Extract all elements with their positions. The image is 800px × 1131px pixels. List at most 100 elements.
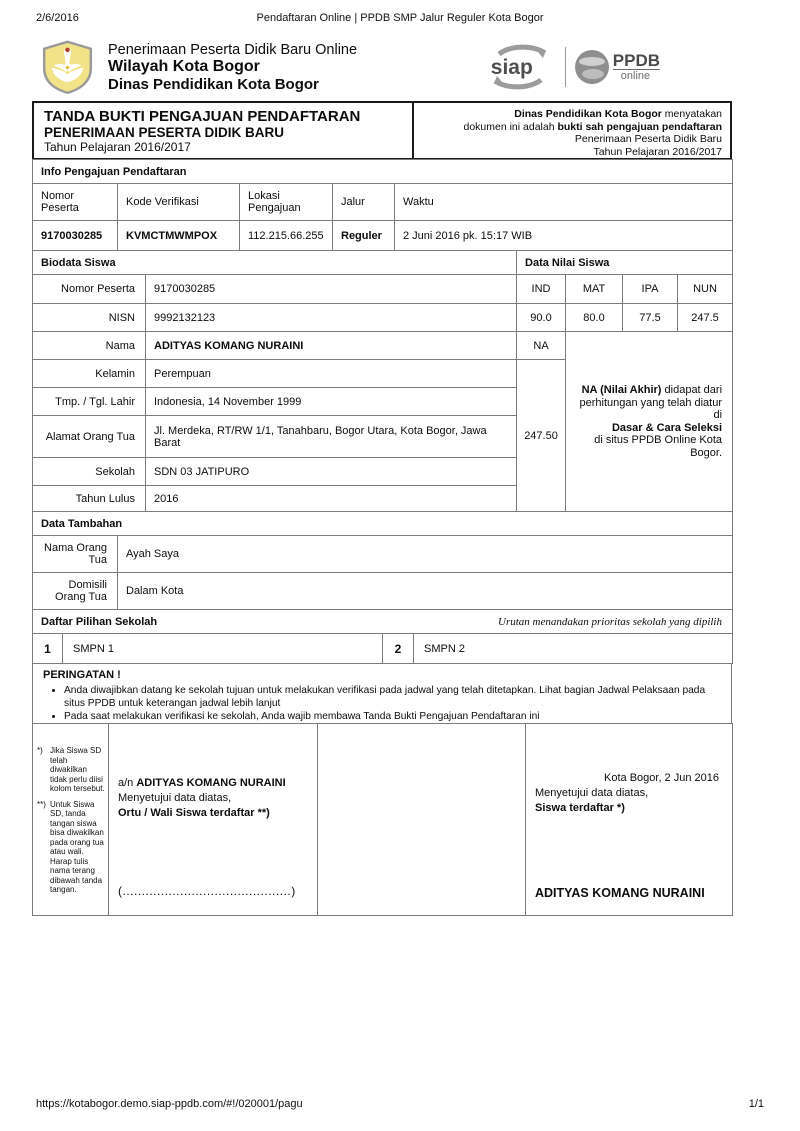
nilai-header-nun: NUN [677,274,734,304]
print-footer: https://kotabogor.demo.siap-ppdb.com/#!/… [36,1098,764,1110]
biodata-label: Tmp. / Tgl. Lahir [32,387,146,416]
signature-footnotes: *) Jika Siswa SD telah diwakilkan tidak … [32,723,109,916]
biodata-value: SDN 03 JATIPURO [144,457,518,486]
peringatan-title: PERINGATAN ! [43,669,121,681]
info-section-title: Info Pengajuan Pendaftaran [31,159,734,184]
info-header-lokasi: Lokasi Pengajuan [239,183,333,221]
nilai-header-ipa: IPA [622,274,679,304]
tut-wuri-handayani-logo-icon [42,40,93,95]
masthead-line3: Dinas Pendidikan Kota Bogor [108,75,319,93]
ppdb-word: PPDB [612,50,660,70]
table-row: Nama Orang Tua Ayah Saya [32,535,733,573]
table-row: NISN 9992132123 90.0 80.0 77.5 247.5 [32,303,734,332]
signature-empty-cell [317,723,526,916]
ortu-an-line: a/n ADITYAS KOMANG NURAINI [118,777,286,789]
pilihan-1-school: SMPN 1 [62,633,383,664]
pilihan-sekolah-table: Daftar Pilihan Sekolah Urutan menandakan… [32,609,733,664]
peringatan-item: Pada saat melakukan verifikasi ke sekola… [64,710,721,723]
table-row: Tmp. / Tgl. Lahir Indonesia, 14 November… [32,387,733,416]
footnote: **) Untuk Siswa SD, tanda tangan siswa b… [37,800,105,895]
doc-title-line3: Tahun Pelajaran 2016/2017 [44,140,191,154]
info-header-jalur: Jalur [332,183,395,221]
print-date: 2/6/2016 [36,12,79,24]
biodata-label: Kelamin [32,359,146,388]
biodata-value: 9170030285 [144,274,518,304]
table-row: Sekolah SDN 03 JATIPURO [32,457,733,486]
peringatan-item: Anda diwajibkan datang ke sekolah tujuan… [64,684,721,710]
footnote-text: Jika Siswa SD telah diwakilkan tidak per… [50,746,105,794]
biodata-label: Nama [32,331,146,360]
nilai-na-note: NA (Nilai Akhir) didapat dari perhitunga… [565,331,734,512]
statement-line4: Tahun Pelajaran 2016/2017 [593,145,722,158]
siswa-name: ADITYAS KOMANG NURAINI [535,886,705,900]
tambahan-section-title: Data Tambahan [32,511,733,536]
table-row: Nomor Peserta 9170030285 IND MAT IPA NUN [32,274,734,304]
nilai-value-ind: 90.0 [516,303,567,332]
info-pengajuan-table: Info Pengajuan Pendaftaran Nomor Peserta… [31,159,734,251]
nilai-na-label: NA [516,331,567,360]
tambahan-label: Domisili Orang Tua [32,572,118,610]
print-title: Pendaftaran Online | PPDB SMP Jalur Regu… [256,12,544,24]
masthead-titles: Penerimaan Peserta Didik Baru Online Wil… [108,42,489,93]
masthead: Penerimaan Peserta Didik Baru Online Wil… [40,39,732,95]
ortu-line3: Ortu / Wali Siswa terdaftar **) [118,807,270,819]
table-row: Kelamin Perempuan 247.50 [32,359,733,512]
siswa-line2: Menyetujui data diatas, [535,787,649,799]
logo-divider [564,47,566,87]
ppdb-online-word: online [612,68,660,82]
print-header: Pendaftaran Online | PPDB SMP Jalur Regu… [36,12,764,24]
biodata-label: NISN [32,303,146,332]
ortu-line2: Menyetujui data diatas, [118,792,232,804]
nilai-value-mat: 80.0 [565,303,624,332]
nilai-section-title: Data Nilai Siswa [516,250,734,275]
statement-line3: Penerimaan Peserta Didik Baru [574,133,722,145]
peringatan-box: PERINGATAN ! Anda diwajibkan datang ke s… [32,663,732,724]
table-row: Nama ADITYAS KOMANG NURAINI NA NA (Nilai… [32,331,734,512]
info-value-lokasi: 112.215.66.255 [239,220,333,251]
nilai-na-value: 247.50 [516,359,567,512]
ortu-sign-line: (.......................................… [118,884,296,898]
biodata-value-nama: ADITYAS KOMANG NURAINI [144,331,518,360]
pilihan-1-number: 1 [32,633,63,664]
ortu-name: ADITYAS KOMANG NURAINI [136,777,286,789]
doc-title-line1: TANDA BUKTI PENGAJUAN PENDAFTARAN [44,108,361,125]
info-header-row: Nomor Peserta Kode Verifikasi Lokasi Pen… [32,183,734,221]
biodata-label: Nomor Peserta [32,274,146,304]
info-value-waktu: 2 Juni 2016 pk. 15:17 WIB [393,220,734,251]
title-box-statement: Dinas Pendidikan Kota Bogor menyatakan d… [412,103,730,158]
biodata-value: Jl. Merdeka, RT/RW 1/1, Tanahbaru, Bogor… [144,415,518,458]
info-value-row: 9170030285 KVMCTMWMPOX 112.215.66.255 Re… [32,220,734,251]
pilihan-row: 1 SMPN 1 2 SMPN 2 [32,633,733,664]
pilihan-priority-note: Urutan menandakan prioritas sekolah yang… [498,615,722,628]
nilai-header-ind: IND [516,274,567,304]
masthead-line1: Penerimaan Peserta Didik Baru Online [108,41,358,58]
tambahan-value: Dalam Kota [117,572,733,610]
statement-line2: dokumen ini adalah bukti sah pengajuan p… [463,120,722,133]
info-value-kode: KVMCTMWMPOX [117,220,240,251]
place-date: Kota Bogor, 2 Jun 2016 [604,772,719,784]
biodata-value: Indonesia, 14 November 1999 [144,387,518,416]
masthead-line2: Wilayah Kota Bogor [108,57,260,75]
info-header-kode: Kode Verifikasi [117,183,240,221]
siswa-line3: Siswa terdaftar *) [535,802,625,814]
biodata-table: Biodata Siswa Data Nilai Siswa Nomor Pes… [31,250,734,512]
footer-page-number: 1/1 [748,1098,764,1110]
biodata-value: Perempuan [144,359,518,388]
biodata-section-title: Biodata Siswa [31,250,518,275]
siap-swoosh-icon [493,44,547,90]
tambahan-label: Nama Orang Tua [32,535,118,573]
tambahan-value: Ayah Saya [117,535,733,573]
biodata-value: 9992132123 [144,303,518,332]
footnote: *) Jika Siswa SD telah diwakilkan tidak … [37,746,105,794]
footnote-marker: *) [37,746,43,756]
table-row: Tahun Lulus 2016 [32,485,733,512]
data-tambahan-table: Data Tambahan Nama Orang Tua Ayah Saya D… [32,511,733,610]
nilai-header-mat: MAT [565,274,624,304]
siap-wordmark: siap [490,56,533,79]
table-row: Domisili Orang Tua Dalam Kota [32,572,733,610]
statement-line1: Dinas Pendidikan Kota Bogor menyatakan [514,108,722,120]
info-value-nomor: 9170030285 [32,220,118,251]
ppdb-wordmark: PPDB online [612,50,660,82]
info-header-nomor: Nomor Peserta [32,183,118,221]
